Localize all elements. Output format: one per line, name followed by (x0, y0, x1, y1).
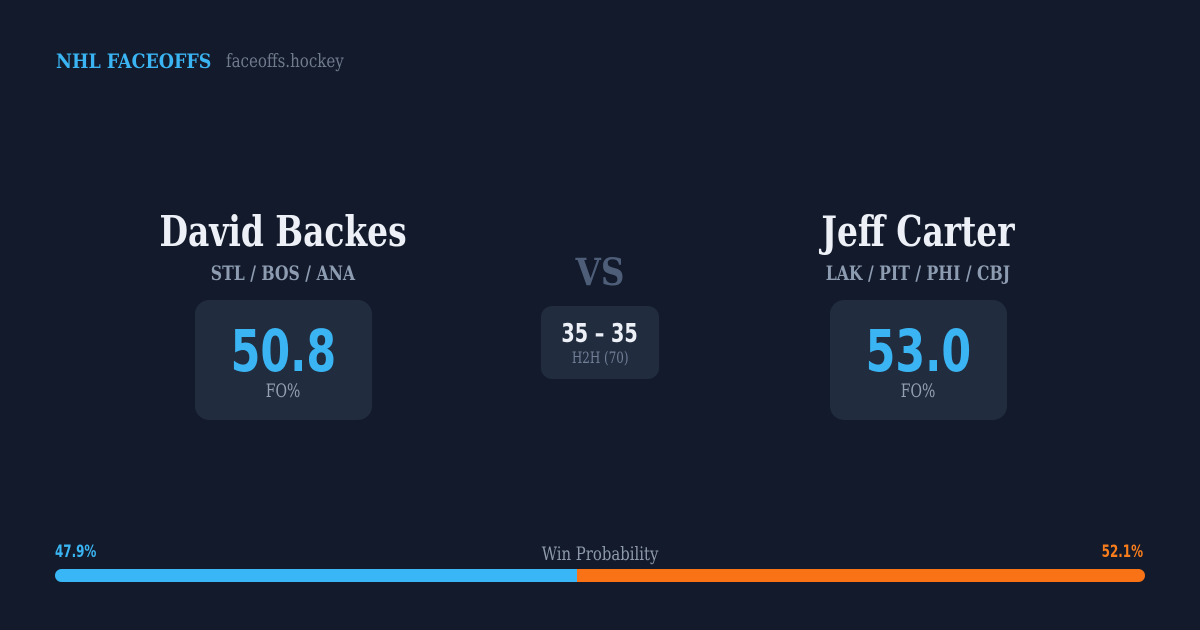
player-left-fo-value: 50.8 (230, 317, 336, 385)
player-right-section: Jeff Carter LAK / PIT / PHI / CBJ 53.0 F… (708, 211, 1128, 420)
h2h-label: H2H (70) (571, 348, 629, 367)
vs-label: VS (575, 250, 625, 294)
versus-section: VS 35 – 35 H2H (70) (490, 254, 710, 379)
win-probability-title: Win Probability (541, 543, 659, 565)
player-left-section: David Backes STL / BOS / ANA 50.8 FO% (73, 211, 493, 420)
brand-title: NHL FACEOFFS (56, 49, 212, 73)
h2h-card: 35 – 35 H2H (70) (541, 306, 659, 379)
h2h-score: 35 – 35 (561, 319, 639, 349)
player-left-teams: STL / BOS / ANA (210, 261, 356, 285)
win-probability-bar-left (55, 569, 578, 582)
win-probability-bar (55, 569, 1145, 582)
player-right-fo-value: 53.0 (865, 317, 971, 385)
player-right-teams: LAK / PIT / PHI / CBJ (825, 261, 1011, 285)
win-probability-left-value: 47.9% (55, 542, 97, 562)
player-right-fo-label: FO% (900, 380, 936, 402)
player-right-name: Jeff Carter (821, 207, 1015, 256)
player-right-stat-card: 53.0 FO% (829, 300, 1007, 420)
site-domain: faceoffs.hockey (226, 50, 344, 72)
win-probability-section: 47.9% Win Probability 52.1% (55, 544, 1145, 582)
player-left-fo-label: FO% (265, 380, 301, 402)
win-probability-bar-right (577, 569, 1145, 582)
win-probability-labels: 47.9% Win Probability 52.1% (55, 542, 1145, 565)
win-probability-right-value: 52.1% (1101, 542, 1143, 562)
player-left-stat-card: 50.8 FO% (194, 300, 372, 420)
player-left-name: David Backes (159, 207, 407, 256)
